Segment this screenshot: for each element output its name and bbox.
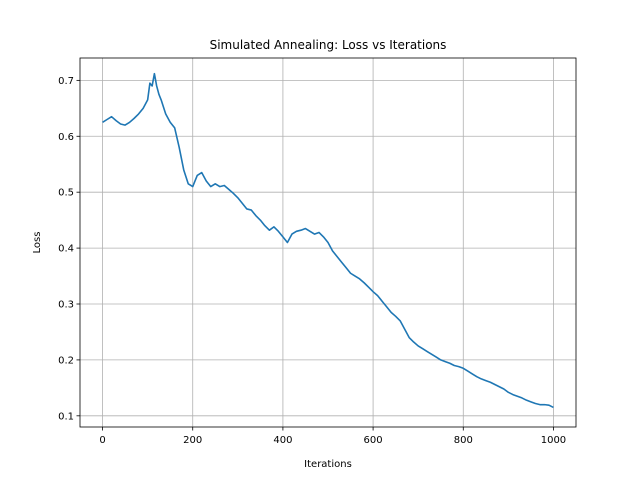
loss-series-line <box>102 72 554 409</box>
y-tick-label: 0.3 <box>58 300 74 311</box>
y-tick-label: 0.4 <box>58 244 74 255</box>
y-axis-label: Loss <box>32 232 43 254</box>
x-tick-label: 1000 <box>541 435 566 446</box>
x-axis-label: Iterations <box>304 459 352 470</box>
x-tick-label: 600 <box>364 435 383 446</box>
y-tick-label: 0.7 <box>58 76 74 87</box>
x-tick-label: 800 <box>454 435 473 446</box>
y-tick-label: 0.2 <box>58 355 74 366</box>
y-tick-label: 0.6 <box>58 132 74 143</box>
x-tick-label: 400 <box>273 435 292 446</box>
axes-frame <box>79 57 577 428</box>
x-tick-label: 0 <box>99 435 105 446</box>
x-axis-ticks: 0 200 400 600 800 1000 <box>99 427 566 446</box>
y-tick-label: 0.5 <box>58 188 74 199</box>
y-axis-ticks: 0.1 0.2 0.3 0.4 0.5 0.6 0.7 <box>58 76 80 422</box>
y-tick-label: 0.1 <box>58 411 74 422</box>
x-tick-label: 200 <box>183 435 202 446</box>
series-group <box>102 72 554 409</box>
grid-lines <box>80 58 576 427</box>
chart-title: Simulated Annealing: Loss vs Iterations <box>210 38 447 52</box>
